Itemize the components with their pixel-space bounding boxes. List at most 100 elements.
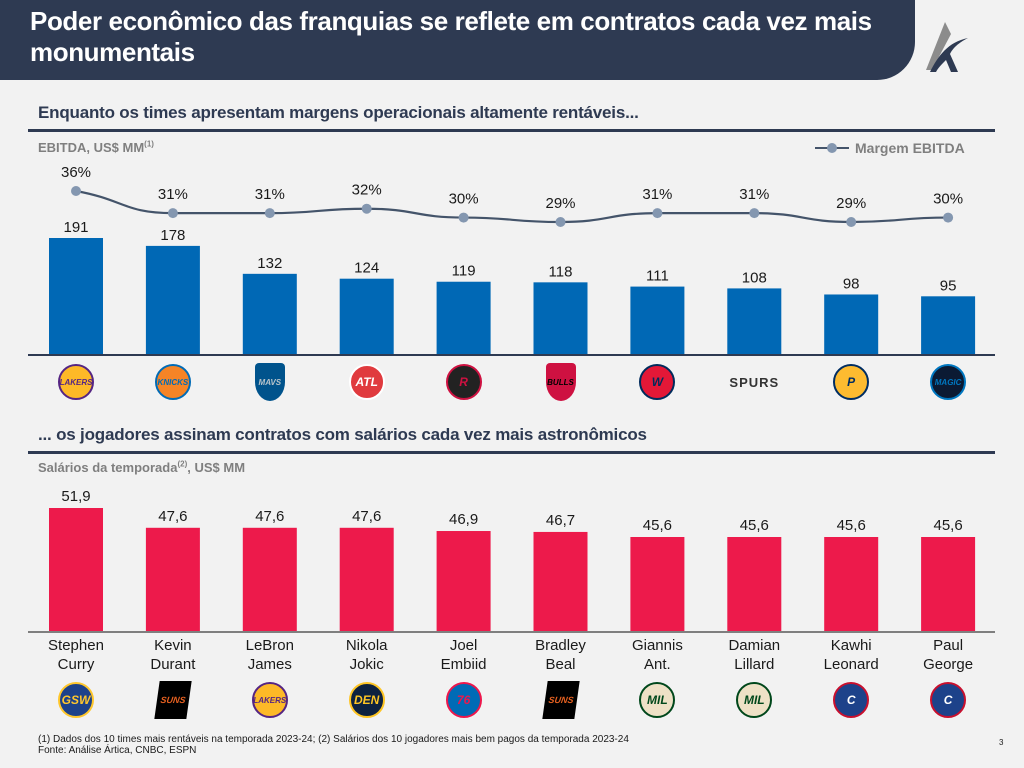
- ebitda-bar: [49, 238, 103, 354]
- spurs-logo-icon: SPURS: [729, 362, 778, 402]
- warriors-logo-icon: GSW: [56, 680, 96, 720]
- chart1-legend: Margem EBITDA: [815, 140, 965, 156]
- lakers-logo-icon: LAKERS: [56, 362, 96, 402]
- margin-marker: [458, 212, 469, 223]
- line-marker-icon: [815, 143, 849, 153]
- player-name-label: Leonard: [824, 656, 879, 673]
- logo-badge: P: [833, 364, 870, 400]
- player-name-label: Paul: [933, 637, 963, 654]
- footnote-ref: (2): [177, 459, 188, 469]
- salary-bar: [921, 537, 976, 631]
- salary-value-label: 47,6: [352, 508, 381, 525]
- logo-badge: C: [833, 682, 870, 718]
- margin-line: [75, 189, 949, 224]
- ebitda-value-label: 191: [63, 219, 88, 236]
- margin-marker: [555, 217, 566, 227]
- knicks-logo-icon: KNICKS: [153, 362, 193, 402]
- salary-bar: [533, 531, 588, 631]
- footnote-ref: (1): [144, 139, 154, 149]
- rockets-logo-icon: R: [444, 362, 484, 402]
- suns-logo-icon: SUNS: [541, 680, 581, 720]
- margin-value-label: 30%: [449, 191, 479, 208]
- unit-text: EBITDA, US$ MM: [38, 140, 145, 155]
- player-name-label: Damian: [728, 637, 780, 654]
- player-name-label: George: [923, 656, 973, 673]
- section1-divider: [28, 129, 995, 132]
- margin-value-label: 31%: [158, 186, 188, 203]
- magic-logo-icon: MAGIC: [928, 362, 968, 402]
- bucks-logo-icon: MIL: [637, 680, 677, 720]
- ebitda-value-label: 132: [257, 255, 282, 272]
- salary-bar: [145, 527, 200, 631]
- player-name-label: Nikola: [346, 637, 388, 654]
- logo-badge: GSW: [58, 682, 94, 718]
- title-banner: Poder econômico das franquias se reflete…: [0, 0, 915, 80]
- ebitda-bar: [145, 245, 200, 354]
- ebitda-bar: [436, 281, 491, 354]
- player-name-label: Embiid: [441, 656, 487, 673]
- player-name-label: Ant.: [644, 656, 671, 673]
- logo-badge: SUNS: [154, 681, 192, 719]
- ebitda-bar: [339, 278, 394, 354]
- player-name-label: Jokic: [350, 656, 385, 673]
- player-name-label: Bradley: [535, 637, 586, 654]
- ebitda-value-label: 118: [549, 263, 573, 280]
- salary-value-label: 47,6: [255, 508, 284, 525]
- margin-value-label: 31%: [255, 186, 285, 203]
- logo-badge: MAVS: [254, 363, 285, 401]
- section2-title: ... os jogadores assinam contratos com s…: [38, 425, 647, 444]
- logo-badge: SPURS: [729, 374, 780, 390]
- ebitda-value-label: 98: [843, 275, 860, 292]
- salary-bar: [436, 531, 491, 631]
- margin-marker: [361, 203, 372, 214]
- salary-value-label: 46,9: [449, 511, 478, 528]
- margin-marker: [71, 186, 81, 196]
- salary-value-label: 45,6: [933, 517, 962, 534]
- page-number: 3: [999, 738, 1004, 747]
- player-name-label: Stephen: [48, 637, 104, 654]
- ebitda-value-label: 108: [742, 269, 767, 286]
- margin-marker: [943, 212, 954, 223]
- margin-value-label: 31%: [739, 186, 769, 203]
- hawks-logo-icon: ATL: [347, 362, 387, 402]
- salary-value-label: 51,9: [61, 488, 90, 505]
- page-title: Poder econômico das franquias se reflete…: [30, 6, 872, 67]
- section2-divider: [28, 451, 995, 454]
- nuggets-logo-icon: DEN: [347, 680, 387, 720]
- bucks-logo-icon: MIL: [734, 680, 774, 720]
- ebitda-value-label: 119: [452, 263, 476, 280]
- salary-bar: [242, 527, 297, 631]
- margin-marker: [749, 208, 760, 219]
- player-name-label: Kawhi: [831, 637, 872, 654]
- section1-unit-label: EBITDA, US$ MM(1): [38, 140, 154, 155]
- logo-badge: SUNS: [541, 681, 580, 719]
- clippers-logo-icon: C: [928, 680, 968, 720]
- ebitda-bar: [242, 273, 297, 354]
- logo-badge: KNICKS: [154, 364, 191, 400]
- margin-value-label: 29%: [836, 195, 866, 212]
- logo-badge: MIL: [736, 682, 773, 718]
- margin-marker: [167, 208, 178, 219]
- section2-unit-label: Salários da temporada(2), US$ MM: [38, 460, 245, 475]
- logo-badge: DEN: [348, 682, 385, 718]
- artica-logo-icon: [926, 22, 968, 72]
- ebitda-bar: [630, 286, 685, 354]
- logo-badge: R: [445, 364, 482, 400]
- salary-value-label: 47,6: [158, 508, 187, 525]
- salary-bar: [824, 537, 879, 631]
- source-line: Fonte: Análise Ártica, CNBC, ESPN: [38, 745, 197, 756]
- salary-value-label: 45,6: [740, 517, 769, 534]
- player-name-label: Durant: [150, 656, 196, 673]
- player-name-label: Giannis: [632, 637, 683, 654]
- salary-bar: [630, 537, 685, 631]
- unit-suffix: , US$ MM: [187, 460, 246, 475]
- player-name-label: Curry: [58, 656, 95, 673]
- logo-badge: W: [639, 364, 676, 400]
- bulls-logo-icon: BULLS: [541, 362, 581, 402]
- ebitda-bar: [921, 296, 976, 354]
- player-name-label: Kevin: [154, 637, 192, 654]
- margin-value-label: 31%: [642, 186, 672, 203]
- logo-badge: BULLS: [545, 363, 576, 401]
